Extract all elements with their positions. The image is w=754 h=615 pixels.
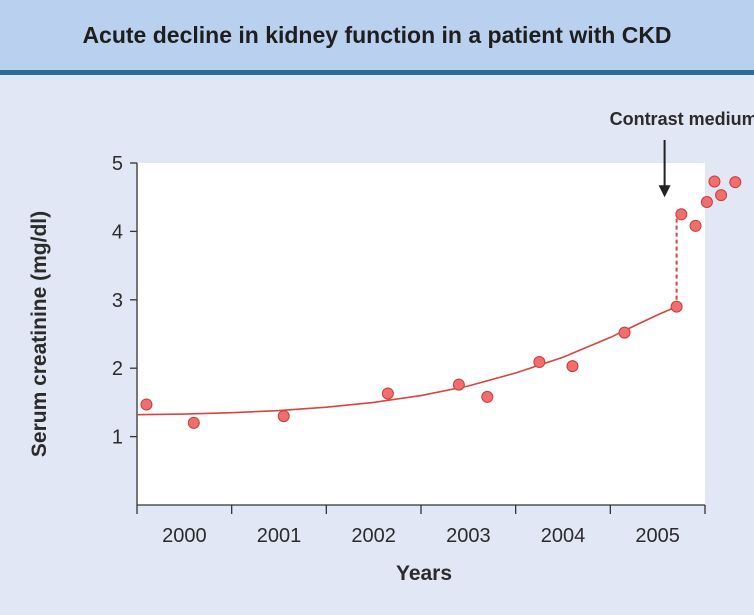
- data-point: [566, 360, 579, 373]
- data-point: [140, 398, 153, 411]
- data-point: [729, 176, 742, 189]
- x-tick-label: 2005: [635, 525, 680, 547]
- y-tick-label: 2: [112, 358, 123, 380]
- y-axis-label: Serum creatinine (mg/dl): [28, 211, 51, 457]
- y-tick-label: 4: [112, 221, 123, 243]
- data-point: [533, 356, 546, 369]
- data-point: [670, 300, 683, 313]
- y-tick-label: 3: [112, 290, 123, 312]
- data-point: [381, 387, 394, 400]
- x-axis-label: Years: [396, 562, 452, 585]
- y-tick-label: 5: [112, 153, 123, 175]
- data-point: [675, 208, 688, 221]
- data-point: [715, 189, 728, 202]
- annotation-arrow-head: [658, 185, 671, 198]
- chart-header: Acute decline in kidney function in a pa…: [0, 0, 754, 75]
- chart-area: 1 2 3 4 5 2000 2001 2002 2003 2004 2005 Contrast …: [28, 109, 754, 585]
- data-point: [689, 219, 702, 232]
- data-point: [708, 175, 721, 188]
- data-point: [452, 378, 465, 391]
- trend-curve: [136, 305, 677, 416]
- x-tick-label: 2001: [257, 525, 302, 547]
- data-point: [277, 410, 290, 423]
- y-axis-ticks: 1 2 3 4 5: [112, 153, 137, 449]
- x-axis-ticks: 2000 2001 2002 2003 2004 2005: [136, 505, 706, 547]
- chart-title: Acute decline in kidney function in a pa…: [82, 21, 672, 48]
- x-tick-label: 2004: [541, 525, 586, 547]
- data-points: [140, 175, 742, 429]
- y-tick-label: 1: [112, 427, 123, 449]
- x-tick-label: 2002: [351, 525, 396, 547]
- x-tick-label: 2003: [446, 525, 491, 547]
- data-point: [481, 390, 494, 403]
- x-tick-label: 2000: [162, 525, 207, 547]
- data-point: [187, 416, 200, 429]
- data-point: [618, 326, 631, 339]
- data-point: [700, 195, 713, 208]
- plot-background: [137, 163, 705, 505]
- annotation-label: Contrast medium: [610, 109, 754, 129]
